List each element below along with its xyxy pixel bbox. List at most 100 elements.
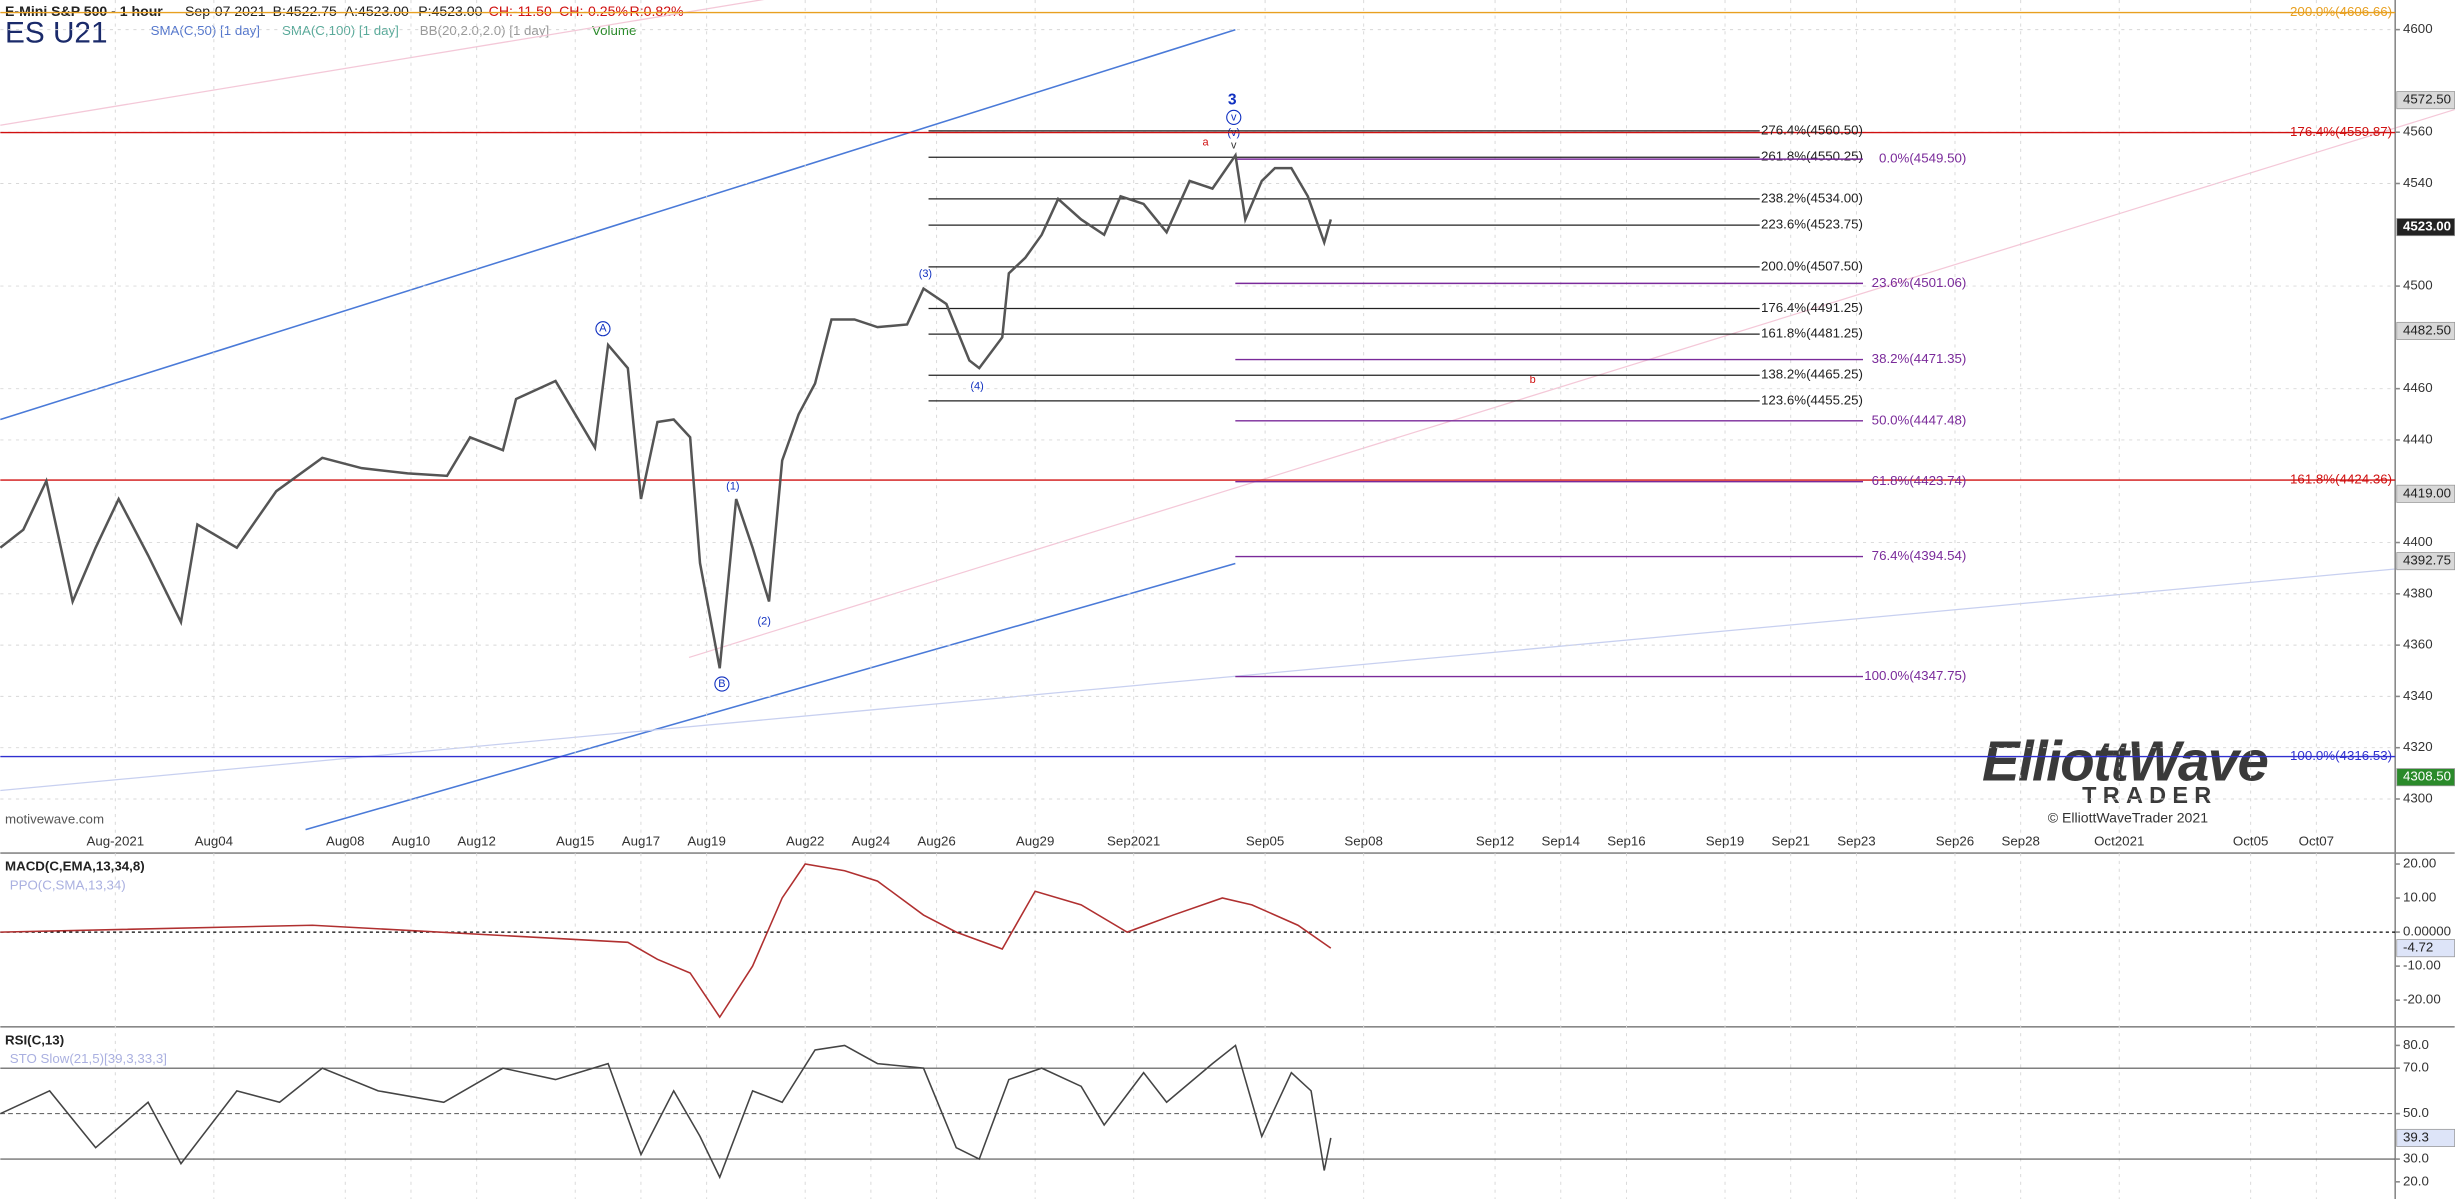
wave-circle bbox=[1226, 109, 1242, 125]
fib-label: 223.6%(4523.75) bbox=[1761, 217, 1863, 232]
fib-label: 100.0%(4347.75) bbox=[1864, 668, 1966, 683]
price-marker-label: 4308.50 bbox=[2403, 769, 2451, 784]
price-marker-label: 4523.00 bbox=[2403, 219, 2451, 234]
indicator: Volume bbox=[592, 23, 636, 38]
fib-label: 76.4%(4394.54) bbox=[1872, 548, 1967, 563]
indicator: BB(20,2.0,2.0) [1 day] bbox=[420, 23, 549, 38]
x-tick-label: Aug12 bbox=[457, 834, 495, 849]
price: P:4523.00 bbox=[418, 3, 482, 19]
y-tick-label: -10.00 bbox=[2403, 958, 2441, 973]
x-tick-label: Aug22 bbox=[786, 834, 824, 849]
wave-label: a bbox=[1203, 136, 1210, 148]
change: CH:-11.50 bbox=[489, 3, 552, 19]
y-tick-label: 4400 bbox=[2403, 534, 2433, 549]
series-line bbox=[0, 863, 1332, 1019]
series-line bbox=[0, 1044, 1332, 1180]
x-tick-label: Aug10 bbox=[392, 834, 430, 849]
fib-label: 61.8%(4423.74) bbox=[1872, 473, 1967, 488]
logo-sub: TRADER bbox=[2082, 782, 2217, 808]
wave-label: (2) bbox=[757, 615, 770, 627]
logo: ElliottWave bbox=[1982, 729, 2268, 792]
x-tick-label: Sep21 bbox=[1772, 834, 1810, 849]
fib-label: 38.2%(4471.35) bbox=[1872, 351, 1967, 366]
x-tick-label: Oct05 bbox=[2233, 834, 2268, 849]
y-tick-label: 4560 bbox=[2403, 124, 2433, 139]
y-tick-label: 0.00000 bbox=[2403, 924, 2451, 939]
x-tick-label: Sep05 bbox=[1246, 834, 1284, 849]
x-tick-label: Aug26 bbox=[917, 834, 955, 849]
wave-circle bbox=[595, 321, 611, 337]
fib-label: 138.2%(4465.25) bbox=[1761, 367, 1863, 382]
wave-label: b bbox=[1530, 374, 1536, 386]
wave-label: v bbox=[1231, 139, 1237, 151]
price-marker-label: 39.3 bbox=[2403, 1129, 2429, 1144]
x-tick-label: Aug08 bbox=[326, 834, 364, 849]
source: motivewave.com bbox=[5, 812, 104, 827]
indicator: SMA(C,100) [1 day] bbox=[282, 23, 399, 38]
symbol: ES U21 bbox=[5, 16, 107, 49]
y-tick-label: 4300 bbox=[2403, 791, 2433, 806]
y-tick-label: 20.0 bbox=[2403, 1173, 2429, 1188]
title: E-Mini S&P 500 - 1 hour bbox=[5, 3, 163, 19]
y-tick-label: 4500 bbox=[2403, 278, 2433, 293]
wave-label: v bbox=[1231, 111, 1237, 123]
y-tick-label: 30.0 bbox=[2403, 1151, 2429, 1166]
y-tick-label: 20.00 bbox=[2403, 856, 2436, 871]
x-tick-label: Aug19 bbox=[687, 834, 725, 849]
pane-title: MACD(C,EMA,13,34,8) bbox=[5, 859, 145, 874]
x-tick-label: Aug17 bbox=[622, 834, 660, 849]
y-tick-label: 50.0 bbox=[2403, 1105, 2429, 1120]
y-tick-label: 4380 bbox=[2403, 585, 2433, 600]
wave-circle bbox=[714, 676, 730, 692]
y-tick-label: 70.0 bbox=[2403, 1060, 2429, 1075]
price-marker-label: 4392.75 bbox=[2403, 553, 2451, 568]
y-tick-label: 80.0 bbox=[2403, 1037, 2429, 1052]
fib-label: 261.8%(4550.25) bbox=[1761, 149, 1863, 164]
x-tick-label: Aug24 bbox=[852, 834, 890, 849]
wave-label: (1) bbox=[726, 481, 739, 493]
change-pct: CH:-0.25% bbox=[559, 3, 628, 19]
wave-label: (4) bbox=[970, 381, 983, 393]
fib-label: 0.0%(4549.50) bbox=[1879, 151, 1966, 166]
trend-line bbox=[688, 108, 2455, 659]
x-tick-label: Sep16 bbox=[1607, 834, 1645, 849]
price-marker-label: 4572.50 bbox=[2403, 92, 2451, 107]
series-line bbox=[0, 151, 1333, 669]
y-tick-label: 4540 bbox=[2403, 175, 2433, 190]
projection-label: 200.0%(4606.66) bbox=[2290, 4, 2392, 19]
price-marker-label: 4419.00 bbox=[2403, 485, 2451, 500]
price-marker-label: -4.72 bbox=[2403, 940, 2433, 955]
indicator: SMA(C,50) [1 day] bbox=[151, 23, 260, 38]
wave-label: B bbox=[718, 678, 725, 690]
projection-label: 161.8%(4424.36) bbox=[2290, 472, 2392, 487]
x-tick-label: Sep19 bbox=[1706, 834, 1744, 849]
x-tick-label: Oct2021 bbox=[2094, 834, 2144, 849]
x-tick-label: Aug04 bbox=[195, 834, 233, 849]
fib-label: 161.8%(4481.25) bbox=[1761, 326, 1863, 341]
pane-title: RSI(C,13) bbox=[5, 1032, 64, 1047]
fib-label: 200.0%(4507.50) bbox=[1761, 258, 1863, 273]
x-tick-label: Aug-2021 bbox=[86, 834, 144, 849]
y-tick-label: 4440 bbox=[2403, 431, 2433, 446]
pane-subtitle: STO Slow(21,5)[39,3,33,3] bbox=[10, 1051, 167, 1066]
x-tick-label: Sep2021 bbox=[1107, 834, 1160, 849]
y-tick-label: 4320 bbox=[2403, 739, 2433, 754]
x-tick-label: Sep23 bbox=[1837, 834, 1875, 849]
fib-label: 176.4%(4491.25) bbox=[1761, 300, 1863, 315]
fib-label: 23.6%(4501.06) bbox=[1872, 275, 1967, 290]
copyright: © ElliottWaveTrader 2021 bbox=[2048, 809, 2209, 825]
projection-label: 100.0%(4316.53) bbox=[2290, 748, 2392, 763]
y-tick-label: 4600 bbox=[2403, 21, 2433, 36]
y-tick-label: 4360 bbox=[2403, 637, 2433, 652]
fib-label: 238.2%(4534.00) bbox=[1761, 190, 1863, 205]
x-tick-label: Sep08 bbox=[1344, 834, 1382, 849]
x-tick-label: Sep12 bbox=[1476, 834, 1514, 849]
x-tick-label: Sep14 bbox=[1542, 834, 1580, 849]
y-tick-label: 4340 bbox=[2403, 688, 2433, 703]
x-tick-label: Sep28 bbox=[2001, 834, 2039, 849]
date: Sep-07 2021 bbox=[185, 3, 266, 19]
trend-line bbox=[0, 0, 765, 126]
trend-line bbox=[0, 562, 2455, 792]
